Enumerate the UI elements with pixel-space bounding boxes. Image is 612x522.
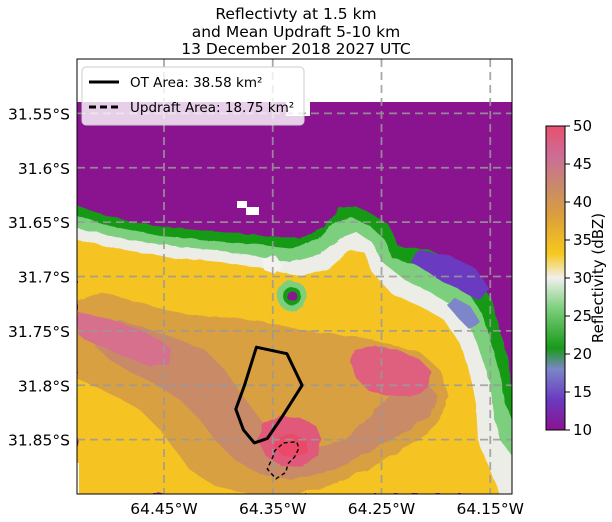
colorbar-tick-label: 45 — [573, 155, 592, 173]
bright-spot — [262, 256, 282, 274]
x-tick-label: 64.35°W — [239, 500, 306, 518]
colorbar-label: Reflectivity (dBZ) — [589, 213, 607, 343]
colorbar-tick-label: 20 — [573, 345, 592, 363]
plot-frame — [76, 58, 513, 495]
y-tick-labels: 31.55°S 31.6°S 31.65°S 31.7°S 31.75°S 31.8°S 3… — [8, 105, 70, 449]
chart-title: Reflectivty at 1.5 km and Mean Updraft 5… — [181, 5, 410, 58]
y-tick-label: 31.85°S — [8, 432, 70, 450]
reflectivity-field — [77, 59, 512, 494]
legend-entry-updraft: Updraft Area: 18.75 km² — [130, 100, 294, 116]
x-tick-label: 64.45°W — [130, 500, 197, 518]
colorbar-tick-label: 30 — [573, 269, 592, 287]
legend-entry-ot: OT Area: 38.58 km² — [130, 75, 262, 91]
colorbar-tick-label: 25 — [573, 307, 592, 325]
colorbar-tick-label: 35 — [573, 231, 592, 249]
area-contours — [234, 345, 304, 480]
ot-area-contour — [234, 345, 304, 445]
y-tick-label: 31.65°S — [8, 214, 70, 232]
colorbar-tick-label: 15 — [573, 383, 592, 401]
updraft-area-contour — [266, 441, 300, 480]
legend-box — [81, 66, 305, 126]
core-west — [78, 312, 172, 366]
colorbar-tick-label: 10 — [573, 421, 592, 439]
isolated-cell-center — [287, 291, 297, 301]
colorbar-ticks: 10 15 20 25 30 35 40 45 50 — [565, 117, 592, 439]
y-tick-label: 31.8°S — [18, 377, 70, 395]
x-tick-label: 64.15°W — [457, 500, 524, 518]
y-tick-label: 31.55°S — [8, 105, 70, 123]
no-data-patch-1 — [237, 201, 247, 208]
no-data-patch-4 — [77, 463, 79, 494]
title-line-2: and Mean Updraft 5-10 km — [192, 23, 401, 41]
colorbar-tick-label: 50 — [573, 117, 592, 135]
title-line-1: Reflectivty at 1.5 km — [215, 5, 376, 23]
colorbar-tick-label: 40 — [573, 193, 592, 211]
y-tick-label: 31.7°S — [18, 269, 70, 287]
colorbar: 10 15 20 25 30 35 40 45 50 Reflectivity (dBZ) — [545, 117, 607, 439]
legend: OT Area: 38.58 km² Updraft Area: 18.75 k… — [81, 66, 305, 126]
x-tick-label: 64.25°W — [348, 500, 415, 518]
core-east — [350, 346, 432, 396]
x-tick-labels: 64.45°W 64.35°W 64.25°W 64.15°W — [130, 500, 524, 518]
no-data-patch-2 — [246, 207, 259, 215]
y-tick-label: 31.6°S — [18, 160, 70, 178]
blue-fringe-east-2 — [448, 298, 480, 330]
y-tick-label: 31.75°S — [8, 323, 70, 341]
blue-fringe-east — [410, 250, 490, 300]
title-line-3: 13 December 2018 2027 UTC — [181, 40, 410, 58]
colorbar-gradient — [545, 125, 566, 431]
